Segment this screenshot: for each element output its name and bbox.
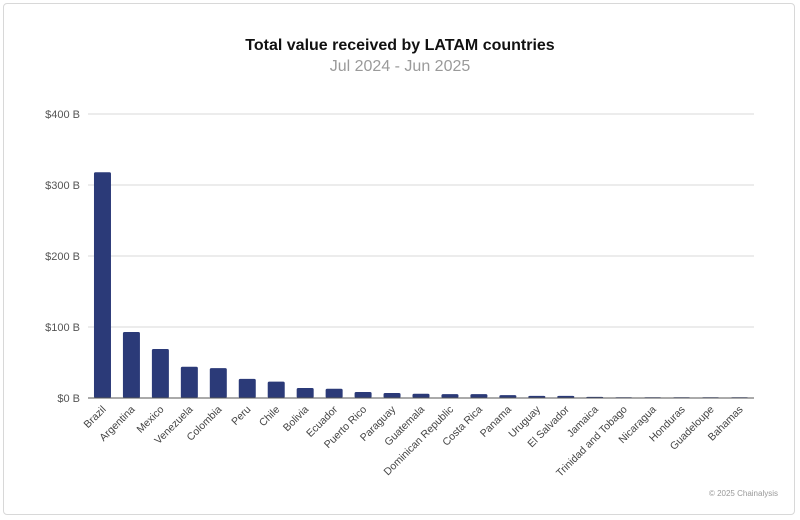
bar-puerto-rico <box>354 391 372 398</box>
y-tick-label: $300 B <box>45 180 80 192</box>
bar-venezuela <box>180 366 198 398</box>
chart-subtitle: Jul 2024 - Jun 2025 <box>329 58 471 75</box>
chart-frame <box>3 3 795 515</box>
bar-peru <box>238 378 256 398</box>
bar-uruguay <box>528 395 546 398</box>
bar-dominican-republic <box>441 394 459 398</box>
y-tick-label: $400 B <box>45 109 80 121</box>
bar-mexico <box>151 349 169 398</box>
bar-costa-rica <box>470 394 488 398</box>
bar-bolivia <box>296 388 314 398</box>
x-tick-label: Brazil <box>82 404 109 431</box>
copyright-footer: © 2025 Chainalysis <box>708 489 778 498</box>
bar-panama <box>499 395 517 398</box>
bar-guatemala <box>412 393 430 398</box>
bar-chile <box>267 381 285 398</box>
x-tick-label: Peru <box>229 404 253 428</box>
bar-ecuador <box>325 388 343 398</box>
bar-el-salvador <box>557 395 575 398</box>
y-tick-label: $200 B <box>45 251 80 263</box>
bar-brazil <box>93 172 111 398</box>
y-tick-label: $0 B <box>57 393 80 405</box>
bar-argentina <box>122 331 140 398</box>
bar-colombia <box>209 368 227 398</box>
bar-paraguay <box>383 393 401 398</box>
chart-title: Total value received by LATAM countries <box>245 37 555 54</box>
x-tick-label: Chile <box>257 404 283 430</box>
y-tick-label: $100 B <box>45 322 80 334</box>
